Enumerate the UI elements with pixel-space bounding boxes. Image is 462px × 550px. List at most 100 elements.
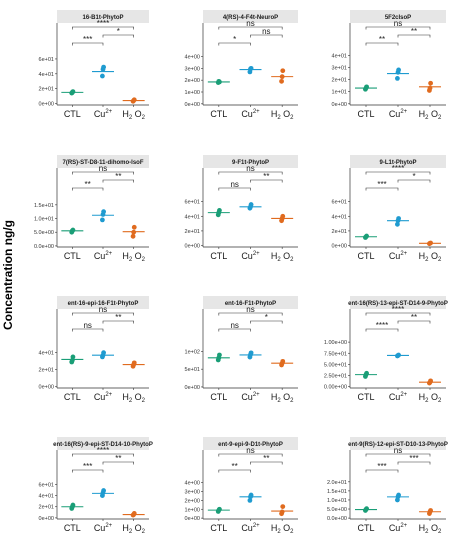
y-tick-label: 2e+01 <box>39 87 54 93</box>
y-tick-label: 2e+00 <box>185 498 200 504</box>
significance-label: ** <box>115 454 121 463</box>
y-tick-label: 5.00e+01 <box>324 362 347 368</box>
x-tick-label: Cu2+ <box>241 251 260 261</box>
significance-label: *** <box>377 180 386 189</box>
data-point-cu <box>100 217 105 223</box>
data-point-cu <box>101 350 106 356</box>
strip-background <box>57 10 149 23</box>
significance-label: * <box>233 35 236 44</box>
x-tick-label: H2 O2 <box>271 109 294 121</box>
significance-label: ** <box>379 35 385 44</box>
significance-label: ** <box>85 180 91 189</box>
data-point-ctl <box>364 84 369 90</box>
y-tick-label: 0e+00 <box>332 102 347 108</box>
significance-bracket <box>365 26 431 30</box>
significance-label: ns <box>394 446 402 455</box>
x-tick-label: Cu2+ <box>94 392 113 402</box>
significance-bracket <box>218 171 283 175</box>
x-tick-label: Cu2+ <box>94 523 113 533</box>
y-tick-label: 5.0e+00 <box>327 507 347 513</box>
data-point-h2o2 <box>428 80 433 86</box>
strip-background <box>203 296 298 309</box>
significance-bracket <box>218 328 251 332</box>
panel-1: 16-B1t-PhytoP 0e+00 2e+01 4e+01 6e+01 CTL Cu2+… <box>39 10 149 121</box>
y-tick-label: 6e+01 <box>39 482 54 488</box>
significance-bracket <box>218 312 283 316</box>
panel-3: 5F2cIsoP 0e+00 1e+01 2e+01 3e+01 4e+01 CTL Cu2+… <box>332 10 446 121</box>
data-point-h2o2 <box>280 504 286 509</box>
data-point-cu <box>101 488 106 493</box>
data-point-cu <box>396 67 401 73</box>
x-tick-label: Cu2+ <box>389 109 408 119</box>
significance-bracket <box>218 453 283 457</box>
x-tick-label: Cu2+ <box>389 523 408 533</box>
data-point-ctl <box>70 227 76 233</box>
significance-bracket <box>72 42 104 46</box>
data-point-h2o2 <box>280 358 286 364</box>
panel-title: ent-16-epi-16-F1t-PhytoP <box>68 301 139 307</box>
data-point-cu <box>396 492 401 498</box>
strip-background <box>203 10 298 23</box>
y-tick-label: 2e+01 <box>39 368 54 374</box>
y-tick-label: 4e+01 <box>332 53 347 59</box>
data-point-h2o2 <box>279 78 284 84</box>
y-tick-label: 0.0e+00 <box>327 516 347 522</box>
data-point-ctl <box>217 352 222 358</box>
significance-label: ns <box>394 19 402 28</box>
data-point-ctl <box>364 233 369 239</box>
significance-bracket <box>365 171 431 175</box>
significance-bracket <box>72 328 104 332</box>
data-point-h2o2 <box>131 229 137 235</box>
y-tick-label: 4e+01 <box>185 214 200 220</box>
y-tick-label: 6e+01 <box>39 57 54 63</box>
significance-bracket <box>250 34 283 38</box>
y-tick-label: 2e+01 <box>332 229 347 235</box>
significance-bracket <box>365 312 431 316</box>
data-point-h2o2 <box>131 224 137 230</box>
y-tick-label: 3e+01 <box>332 66 347 72</box>
y-tick-label: 5.0e+00 <box>34 230 54 236</box>
significance-bracket <box>365 187 399 191</box>
x-tick-label: Cu2+ <box>389 251 408 261</box>
x-tick-label: H2 O2 <box>419 392 442 404</box>
y-tick-label: 1.0e+01 <box>34 217 54 223</box>
significance-bracket <box>365 42 399 46</box>
significance-label: ns <box>230 321 238 330</box>
strip-background <box>203 437 298 450</box>
y-tick-label: 3e+00 <box>185 490 200 496</box>
significance-bracket <box>365 328 399 332</box>
panel-7: ent-16-epi-16-F1t-PhytoP 0e+00 2e+01 4e+01 C… <box>39 296 149 404</box>
panel-2: 4(RS)-4-F4t-NeuroP 0e+00 1e+00 2e+00 3e+00 4e… <box>185 10 298 121</box>
y-tick-label: 4e+01 <box>39 494 54 500</box>
y-tick-label: 0e+00 <box>185 102 200 108</box>
significance-bracket <box>250 461 283 465</box>
significance-bracket <box>72 453 134 457</box>
y-tick-label: 0e+00 <box>39 516 54 522</box>
panel-9: ent-16(RS)-13-epi-ST-D14-9-PhytoP 0.00e+0… <box>324 296 448 404</box>
data-point-h2o2 <box>279 509 285 515</box>
y-tick-label: 4e+01 <box>332 214 347 220</box>
y-tick-label: 4e+00 <box>185 481 200 487</box>
data-point-cu <box>248 492 254 498</box>
data-point-h2o2 <box>280 213 286 219</box>
data-point-cu <box>247 497 253 503</box>
x-tick-label: CTL <box>210 109 227 119</box>
panel-title: 5F2cIsoP <box>385 15 411 21</box>
data-point-ctl <box>217 208 222 213</box>
data-point-ctl <box>364 506 369 512</box>
significance-label: ns <box>246 164 254 173</box>
panel-title: 16-B1t-PhytoP <box>82 15 123 21</box>
significance-label: **** <box>392 164 404 173</box>
significance-bracket <box>102 34 134 38</box>
significance-bracket <box>397 461 431 465</box>
data-point-cu <box>395 221 400 227</box>
x-tick-label: H2 O2 <box>419 523 442 535</box>
y-tick-label: 1.0e+01 <box>327 498 347 504</box>
panel-title: ent-9(RS)-12-epi-ST-D10-13-PhytoP <box>348 442 448 448</box>
data-point-h2o2 <box>428 378 433 384</box>
y-tick-label: 4e+01 <box>39 72 54 78</box>
x-tick-label: Cu2+ <box>241 523 260 533</box>
significance-label: ** <box>411 27 417 36</box>
y-tick-label: 2e+01 <box>332 78 347 84</box>
strip-background <box>57 155 149 168</box>
